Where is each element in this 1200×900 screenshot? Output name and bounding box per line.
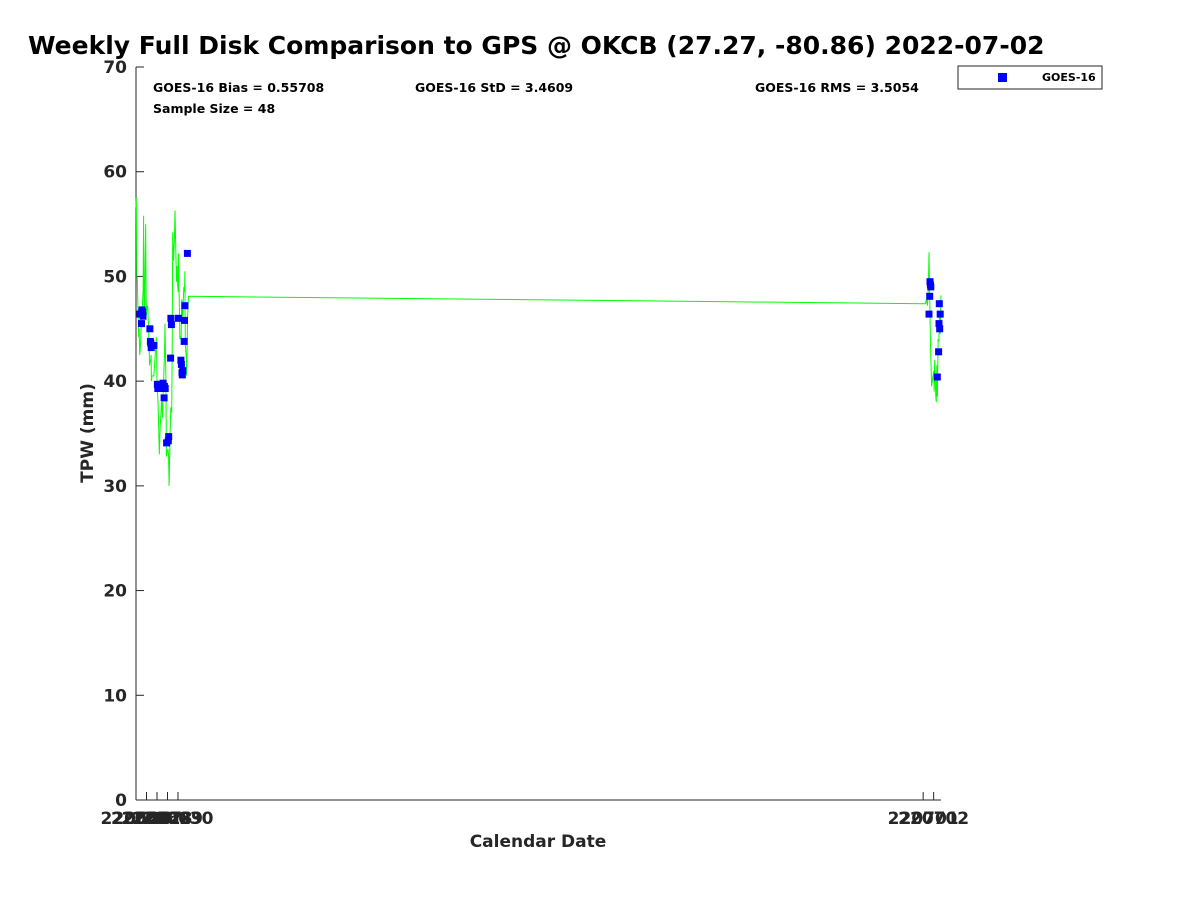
- std-stat: GOES-16 StD = 3.4609: [415, 80, 573, 95]
- goes16-point: [927, 283, 935, 291]
- goes16-point: [933, 373, 941, 381]
- goes16-point: [935, 348, 943, 356]
- gps-series-line: [135, 197, 942, 486]
- legend-box: [957, 65, 1103, 90]
- legend: GOES-16: [957, 65, 1103, 90]
- goes16-point: [935, 320, 943, 328]
- x-tick-label: 220702: [898, 809, 969, 829]
- goes16-point: [181, 316, 188, 324]
- x-tick-label: 220626: [101, 809, 172, 829]
- bias-stat: GOES-16 Bias = 0.55708: [153, 80, 324, 95]
- y-tick-label: 0: [115, 791, 127, 811]
- goes16-point: [167, 354, 175, 362]
- goes16-point: [150, 342, 158, 349]
- goes16-point: [180, 337, 188, 345]
- goes16-point: [936, 325, 944, 333]
- rms-stat: GOES-16 RMS = 3.5054: [755, 80, 919, 95]
- chart-title: Weekly Full Disk Comparison to GPS @ OKC…: [28, 31, 1044, 60]
- x-tick-label: 220629: [132, 809, 203, 829]
- y-axis-ticks: 0 10 20 30 40 50 60 70: [103, 58, 144, 811]
- goes16-point: [178, 371, 186, 379]
- x-tick-label: 220628: [121, 809, 192, 829]
- x-tick-label: 220630: [142, 809, 213, 829]
- goes16-point: [926, 292, 934, 300]
- y-axis-label: TPW (mm): [78, 383, 98, 483]
- goes16-point: [925, 310, 933, 318]
- y-tick-label: 70: [103, 58, 127, 78]
- goes16-point: [167, 321, 175, 329]
- y-tick-label: 50: [103, 267, 127, 287]
- legend-marker-goes16: [998, 73, 1007, 82]
- goes16-point: [935, 300, 943, 308]
- goes16-point: [160, 394, 168, 402]
- goes16-point: [177, 356, 185, 364]
- series-layer: [135, 197, 944, 486]
- goes16-point: [165, 433, 173, 441]
- goes16-point: [164, 437, 172, 445]
- goes16-point: [936, 310, 944, 318]
- goes16-point: [179, 367, 187, 375]
- y-tick-label: 10: [103, 686, 127, 706]
- plot-area: [135, 67, 941, 801]
- goes16-point: [183, 249, 191, 257]
- y-tick-label: 30: [103, 477, 127, 497]
- goes16-point: [177, 360, 185, 368]
- sample-size-stat: Sample Size = 48: [153, 101, 275, 116]
- y-tick-label: 20: [103, 582, 127, 602]
- x-axis-label: Calendar Date: [470, 832, 607, 852]
- x-tick-label: 220701: [888, 809, 959, 829]
- legend-label-goes16: GOES-16: [1042, 71, 1096, 84]
- y-tick-label: 60: [103, 163, 127, 183]
- goes16-point: [167, 314, 175, 322]
- goes16-point: [139, 308, 147, 316]
- goes16-point: [138, 320, 145, 328]
- goes16-point: [161, 385, 169, 392]
- goes16-point: [146, 325, 154, 333]
- goes16-point: [139, 312, 147, 320]
- goes16-point: [181, 302, 189, 310]
- y-tick-label: 40: [103, 372, 127, 392]
- x-tick-label: 220627: [111, 809, 182, 829]
- goes16-point: [174, 314, 182, 322]
